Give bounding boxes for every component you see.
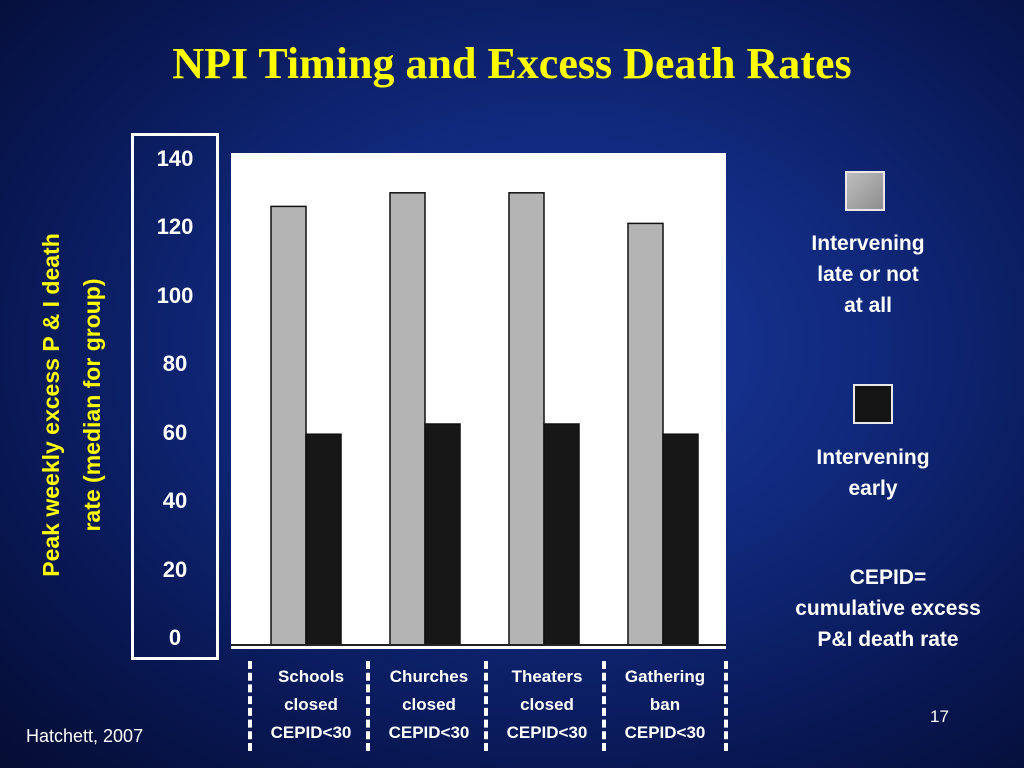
x-category-line1: Churches [389, 667, 469, 686]
bar-intervening-early [543, 423, 580, 646]
y-axis-label-line1: Peak weekly excess P & I death [38, 233, 64, 577]
bar-intervening-late [508, 192, 545, 646]
x-category-line3: CEPID<30 [624, 723, 706, 742]
source-citation: Hatchett, 2007 [26, 726, 144, 746]
y-tick-label: 60 [162, 420, 188, 445]
bar-intervening-late [627, 222, 664, 646]
x-category-line2: ban [649, 695, 681, 714]
legend-label-early-line2: early [848, 477, 898, 500]
bar-intervening-early [305, 433, 342, 646]
y-tick-label: 0 [168, 625, 182, 650]
x-category-group: Gathering ban CEPID<30 [602, 661, 728, 751]
y-tick-label: 80 [162, 351, 188, 376]
x-category-group: Churches closed CEPID<30 [366, 661, 484, 751]
y-axis-label: Peak weekly excess P & I death rate (med… [31, 165, 113, 645]
legend-label-early-line1: Intervening [816, 446, 930, 469]
slide-title: NPI Timing and Excess Death Rates [172, 39, 852, 88]
y-tick-label: 120 [156, 214, 194, 239]
cepid-note: CEPID= cumulative excess P&I death rate [768, 562, 1008, 655]
x-category-line1: Gathering [624, 667, 706, 686]
x-category-line2: closed [520, 695, 574, 714]
x-category-line3: CEPID<30 [388, 723, 470, 742]
legend-label-late: Intervening late or not at all [768, 228, 968, 321]
cepid-note-line3: P&I death rate [817, 628, 959, 651]
y-tick-label: 100 [156, 283, 194, 308]
cepid-note-line2: cumulative excess [795, 597, 981, 620]
legend-label-late-line2: late or not [817, 263, 919, 286]
bar-intervening-late [389, 192, 426, 646]
y-axis-box [131, 133, 219, 660]
legend-label-late-line1: Intervening [811, 232, 925, 255]
legend-swatch-late [845, 171, 885, 211]
legend-swatch-early [853, 384, 893, 424]
x-category-line3: CEPID<30 [270, 723, 352, 742]
legend-label-early: Intervening early [773, 442, 973, 504]
x-category-line1: Schools [277, 667, 345, 686]
cepid-note-line1: CEPID= [849, 566, 927, 589]
y-tick-label: 40 [162, 488, 188, 513]
x-category-group: Schools closed CEPID<30 [248, 661, 366, 751]
bar-intervening-early [424, 423, 461, 646]
x-category-line2: closed [284, 695, 338, 714]
y-tick-label: 140 [156, 146, 194, 171]
y-axis-label-line2: rate (median for group) [79, 278, 105, 532]
y-tick-label: 20 [162, 557, 188, 582]
legend-label-late-line3: at all [844, 294, 892, 317]
bar-intervening-early [662, 433, 699, 646]
page-number: 17 [930, 707, 949, 726]
x-category-line3: CEPID<30 [506, 723, 588, 742]
bar-intervening-late [270, 205, 307, 646]
x-category-line1: Theaters [511, 667, 583, 686]
x-category-line2: closed [402, 695, 456, 714]
bar-chart-plot [231, 153, 726, 649]
x-category-group: Theaters closed CEPID<30 [484, 661, 602, 751]
